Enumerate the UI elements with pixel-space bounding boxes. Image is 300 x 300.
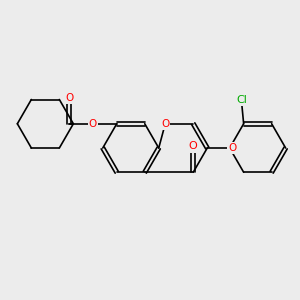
Text: O: O <box>89 119 97 129</box>
Text: O: O <box>189 141 198 152</box>
Text: O: O <box>161 119 170 129</box>
Text: O: O <box>65 93 73 103</box>
Text: Cl: Cl <box>236 95 247 105</box>
Text: O: O <box>228 143 237 153</box>
